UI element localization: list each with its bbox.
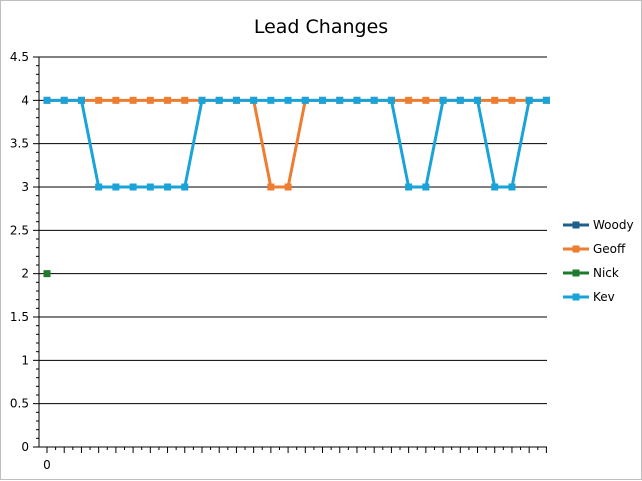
y-tick-label: 4.5 [10,50,29,64]
data-point [405,96,413,104]
data-point [508,183,516,191]
y-tick-label: 0.5 [10,397,29,411]
legend-item-nick: Nick [563,266,619,280]
data-point [164,183,172,191]
legend: Woody Geoff Nick Kev [563,218,634,304]
data-point [215,96,223,104]
series-group [43,96,550,278]
data-point [129,183,137,191]
y-tick-label: 3 [21,180,29,194]
data-point [198,96,206,104]
legend-label: Nick [593,266,619,280]
y-tick-label: 2 [21,267,29,281]
data-point [319,96,327,104]
data-point [267,96,275,104]
y-tick-label: 1.5 [10,310,29,324]
legend-item-kev: Kev [563,290,615,304]
data-point [250,96,258,104]
data-point [353,96,361,104]
data-point [456,96,464,104]
data-point [181,183,189,191]
legend-swatch-marker [572,245,580,253]
grid-lines [39,56,547,405]
data-point [422,96,430,104]
data-point [370,96,378,104]
series-kev [43,96,550,191]
legend-swatch-marker [572,269,580,277]
y-tick-label: 4 [21,93,29,107]
legend-swatch-marker [572,293,580,301]
data-point [95,96,103,104]
data-point [474,96,482,104]
x-tick-label: 0 [43,458,51,472]
legend-item-geoff: Geoff [563,242,626,256]
x-axis: 0 [39,446,547,472]
legend-item-woody: Woody [563,218,634,232]
data-point [491,183,499,191]
legend-label: Woody [593,218,634,232]
data-point [284,183,292,191]
data-point [60,96,68,104]
data-point [267,183,275,191]
data-point [146,96,154,104]
y-axis: 0 0.5 1 1.5 2 2.5 3 3.5 4 4.5 [10,50,40,454]
data-point [181,96,189,104]
data-point [439,96,447,104]
legend-label: Kev [593,290,615,304]
data-point [43,270,51,278]
data-point [95,183,103,191]
data-point [129,96,137,104]
data-point [508,96,516,104]
data-point [301,96,309,104]
chart-title: Lead Changes [254,16,388,38]
data-point [284,96,292,104]
data-point [336,96,344,104]
legend-label: Geoff [593,242,626,256]
data-point [232,96,240,104]
y-tick-label: 1 [21,353,29,367]
series-nick [43,270,51,278]
data-point [525,96,533,104]
data-point [112,183,120,191]
data-point [77,96,85,104]
y-tick-label: 3.5 [10,137,29,151]
data-point [43,96,51,104]
data-point [422,183,430,191]
data-point [542,96,550,104]
data-point [491,96,499,104]
data-point [387,96,395,104]
data-point [112,96,120,104]
y-tick-label: 0 [21,440,29,454]
y-tick-label: 2.5 [10,223,29,237]
data-point [405,183,413,191]
data-point [164,96,172,104]
legend-swatch-marker [572,221,580,229]
data-point [146,183,154,191]
